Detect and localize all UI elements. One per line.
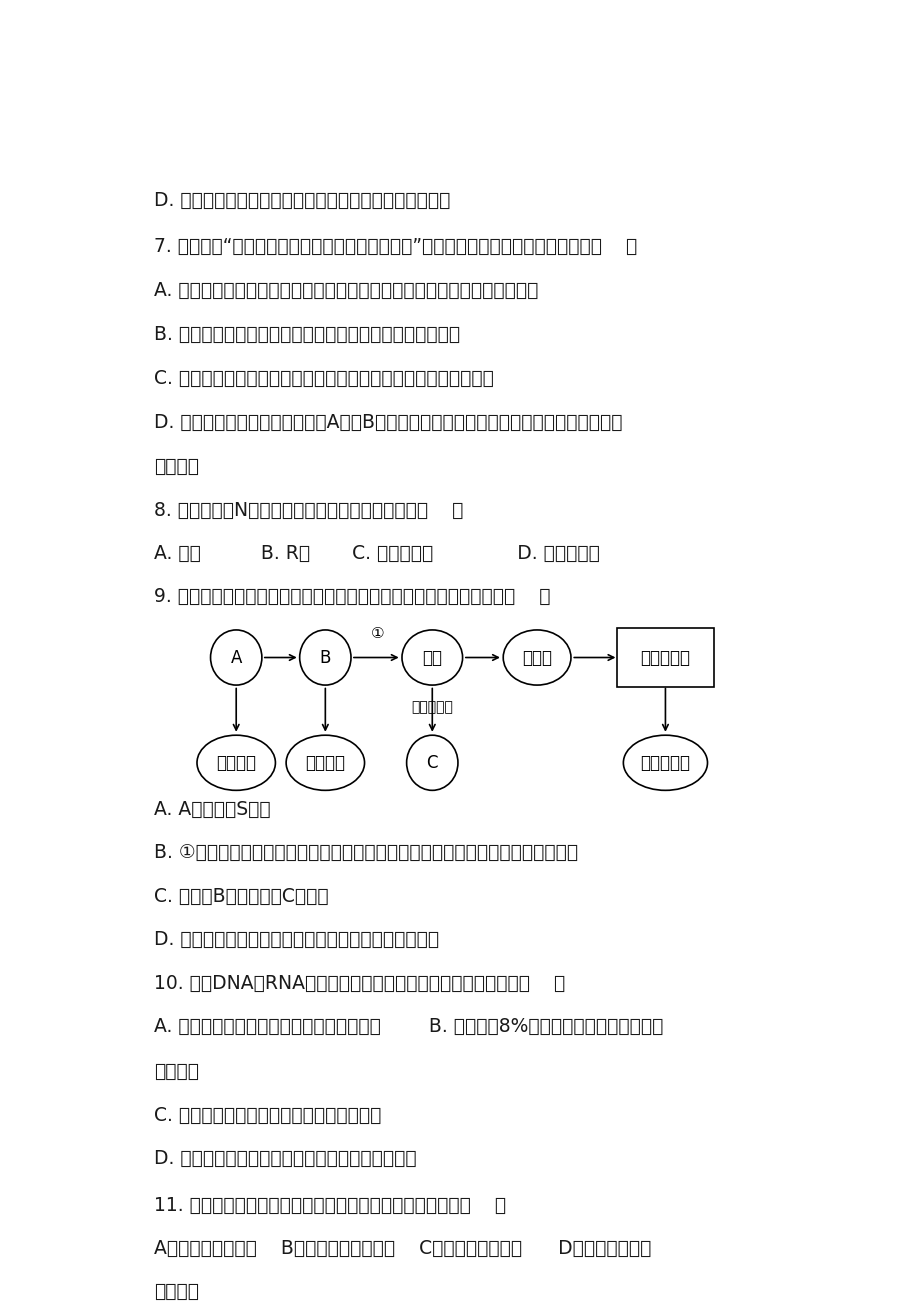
Text: C: C <box>426 754 437 772</box>
Text: A. 染色先用甲基绿染色，再滴加吵罗红染液        B. 将涂片用8%的盐酸处理后就可直接用染: A. 染色先用甲基绿染色，再滴加吵罗红染液 B. 将涂片用8%的盐酸处理后就可直… <box>154 1017 663 1036</box>
Ellipse shape <box>623 736 707 790</box>
Text: 结构多样性: 结构多样性 <box>640 648 689 667</box>
Text: 多肽: 多肽 <box>422 648 442 667</box>
Text: 色剂染色: 色剂染色 <box>154 1061 199 1081</box>
Ellipse shape <box>197 736 275 790</box>
Text: A. 用于鉴定可溶性还原糖的斜林试剂甲液和乙液，可直接用于蛋白质的鉴定: A. 用于鉴定可溶性还原糖的斜林试剂甲液和乙液，可直接用于蛋白质的鉴定 <box>154 280 538 299</box>
Text: C. 观察时应选择染色均匀、色泽较浅的区域: C. 观察时应选择染色均匀、色泽较浅的区域 <box>154 1105 381 1125</box>
Text: 7. 下列关于“检测生物组织中糖类、脂肪和蛋白质”实验的操作步骤叙述中，正确的是（    ）: 7. 下列关于“检测生物组织中糖类、脂肪和蛋白质”实验的操作步骤叙述中，正确的是… <box>154 237 637 255</box>
Text: B. ①过程发生的化学反应称脱水缩合，反应产生的水中的氢分别来自于氨基和缧基: B. ①过程发生的化学反应称脱水缩合，反应产生的水中的氢分别来自于氨基和缧基 <box>154 842 578 862</box>
Text: 现混现用: 现混现用 <box>154 457 199 477</box>
Ellipse shape <box>300 630 351 685</box>
Text: D. 蛋白质结构和功能的多样性是细胞多样性的根本原因: D. 蛋白质结构和功能的多样性是细胞多样性的根本原因 <box>154 930 439 949</box>
Text: D. 用于鉴定蛋白质的双缩脼试剂A液与B液要混合均匀后，再加入含样品的试管中，且必须: D. 用于鉴定蛋白质的双缩脼试剂A液与B液要混合均匀后，再加入含样品的试管中，且… <box>154 413 622 432</box>
Ellipse shape <box>402 630 462 685</box>
Ellipse shape <box>503 630 571 685</box>
Text: D. 如果用低倍镜看不到细胞，可先用高倍镜来观察: D. 如果用低倍镜看不到细胞，可先用高倍镜来观察 <box>154 1148 416 1168</box>
Text: A．所含的能量最多    B．最容易被吸收利用    C．所起的作用最大      D．构成有机物的: A．所含的能量最多 B．最容易被吸收利用 C．所起的作用最大 D．构成有机物的 <box>154 1240 651 1258</box>
Ellipse shape <box>286 736 364 790</box>
Text: 元素组成: 元素组成 <box>216 754 255 772</box>
FancyBboxPatch shape <box>617 628 713 687</box>
Text: C. 多肽中B的数目等于C的数目: C. 多肽中B的数目等于C的数目 <box>154 887 328 906</box>
Text: 11. 碳元素是生物体内最基本元素，因为碳元素在生物体中（    ）: 11. 碳元素是生物体内最基本元素，因为碳元素在生物体中（ ） <box>154 1195 505 1215</box>
Text: C. 鉴定可溶性还原糖时，要加入斜林试剂甲液摇匀后，再加入乙液: C. 鉴定可溶性还原糖时，要加入斜林试剂甲液摇匀后，再加入乙液 <box>154 368 494 388</box>
Text: 10. 观察DNA和RNA在细胞中分布的实验时，下列操作正确的是（    ）: 10. 观察DNA和RNA在细胞中分布的实验时，下列操作正确的是（ ） <box>154 974 565 993</box>
Text: A. A中肯定有S元素: A. A中肯定有S元素 <box>154 799 270 819</box>
Text: A: A <box>231 648 242 667</box>
Text: 8. 蛋白质中的N主要存在于蛋白质的哪一种结构中（    ）: 8. 蛋白质中的N主要存在于蛋白质的哪一种结构中（ ） <box>154 501 463 519</box>
Text: 基本单位: 基本单位 <box>305 754 345 772</box>
Text: B: B <box>319 648 331 667</box>
Ellipse shape <box>210 630 262 685</box>
Text: ①: ① <box>370 626 384 642</box>
Text: 化学键名称: 化学键名称 <box>411 700 453 715</box>
Text: D. 老鼠胚胎时指间有踼出生后指间无踼是细胞凋亡的结果: D. 老鼠胚胎时指间有踼出生后指间无踼是细胞凋亡的结果 <box>154 191 450 211</box>
Text: 9. 下图表示有关蛋白质分子的简要概念图。下列对图示分析正确的是（    ）: 9. 下图表示有关蛋白质分子的简要概念图。下列对图示分析正确的是（ ） <box>154 587 550 607</box>
Ellipse shape <box>406 736 458 790</box>
Text: 功能多样性: 功能多样性 <box>640 754 689 772</box>
Text: B. 脂肪的鉴定需要用显微镜才能看到被染成橘黄色的脂肪滴: B. 脂肪的鉴定需要用显微镜才能看到被染成橘黄色的脂肪滴 <box>154 324 459 344</box>
Text: 蛋白质: 蛋白质 <box>521 648 551 667</box>
Text: 基本骨架: 基本骨架 <box>154 1282 199 1301</box>
Text: A. 肽键          B. R基       C. 游离的缧基              D. 游离的氨基: A. 肽键 B. R基 C. 游离的缧基 D. 游离的氨基 <box>154 544 599 564</box>
